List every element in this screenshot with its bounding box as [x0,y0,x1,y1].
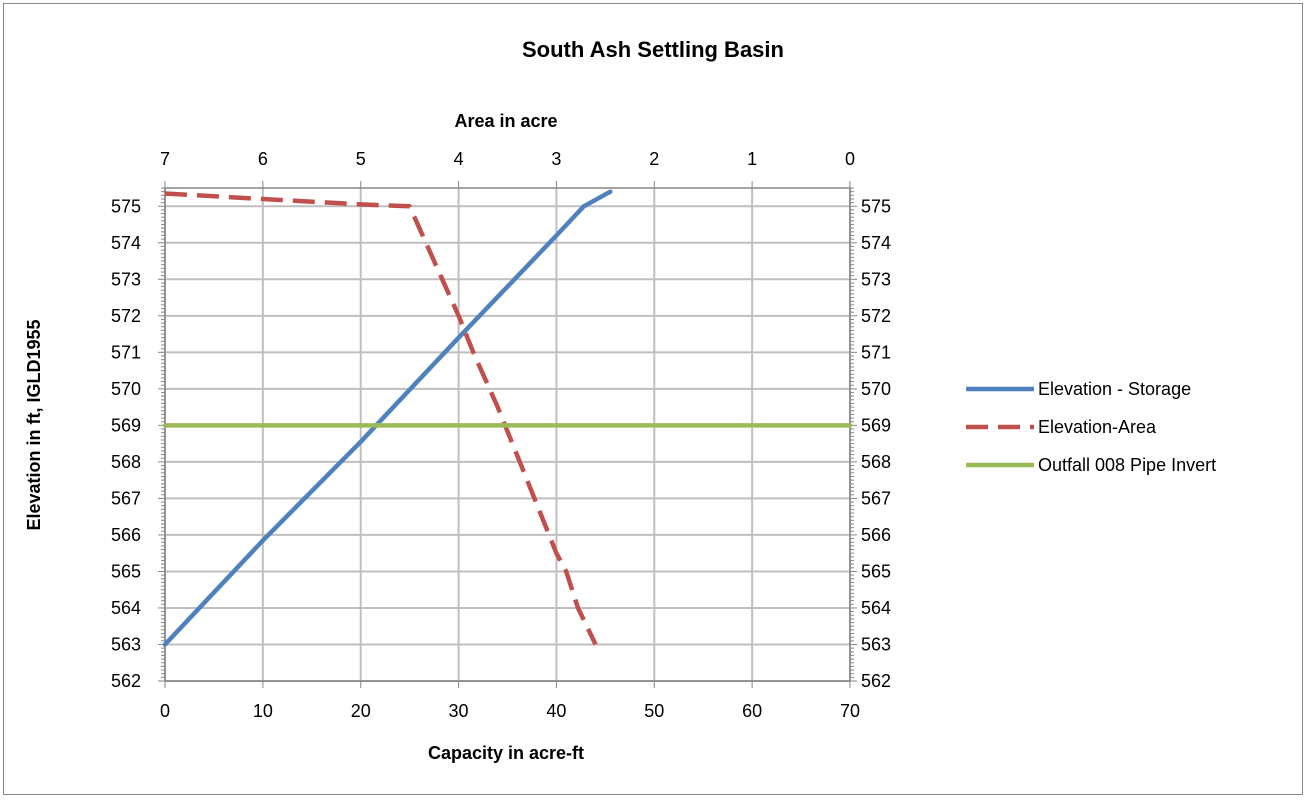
y-tick-label: 573 [111,269,141,289]
x-tick-label: 10 [253,701,273,721]
y-tick-label: 563 [111,634,141,654]
y2-tick-label: 571 [861,342,891,362]
legend-label-0: Elevation - Storage [1038,379,1191,399]
chart-frame [3,3,1303,795]
legend: Elevation - Storage Elevation-Area Outfall… [966,379,1216,475]
x-tick-label: 20 [351,701,371,721]
y2-tick-label: 564 [861,598,891,618]
y-tick-label: 565 [111,561,141,581]
x2-tick-label: 1 [747,149,757,169]
series-line-1 [164,191,598,646]
y2-tick-label: 568 [861,452,891,472]
x-tick-label: 70 [840,701,860,721]
series-line-0 [162,189,613,647]
y-tick-label: 564 [111,598,141,618]
x-tick-label: 60 [742,701,762,721]
y2-tick-label: 573 [861,269,891,289]
y2-tick-label: 574 [861,233,891,253]
series-layer [162,189,853,647]
chart-title: South Ash Settling Basin [522,37,784,62]
axes [158,181,857,688]
y-tick-label: 569 [111,415,141,435]
x-tick-label: 0 [160,701,170,721]
x-tick-label: 30 [449,701,469,721]
x2-tick-label: 7 [160,149,170,169]
x2-tick-label: 0 [845,149,855,169]
x2-tick-label: 6 [258,149,268,169]
y-tick-label: 568 [111,452,141,472]
y2-tick-label: 562 [861,671,891,691]
x-axis-title: Capacity in acre-ft [428,743,584,763]
y2-tick-label: 572 [861,306,891,326]
x-tick-label: 50 [644,701,664,721]
x-tick-label: 40 [546,701,566,721]
y2-tick-label: 566 [861,525,891,545]
y-tick-label: 566 [111,525,141,545]
x2-tick-label: 4 [454,149,464,169]
y2-tick-label: 575 [861,196,891,216]
legend-label-1: Elevation-Area [1038,417,1157,437]
y2-tick-label: 565 [861,561,891,581]
y-tick-label: 572 [111,306,141,326]
y-tick-label: 575 [111,196,141,216]
x2-tick-label: 5 [356,149,366,169]
y-tick-label: 562 [111,671,141,691]
y2-tick-label: 563 [861,634,891,654]
y2-tick-label: 569 [861,415,891,435]
x2-tick-label: 2 [649,149,659,169]
x2-axis-title: Area in acre [454,111,557,131]
y2-tick-label: 567 [861,488,891,508]
legend-label-2: Outfall 008 Pipe Invert [1038,455,1216,475]
y-axis-title: Elevation in ft, IGLD1955 [24,319,44,530]
y-tick-label: 574 [111,233,141,253]
y-tick-label: 567 [111,488,141,508]
y-tick-label: 571 [111,342,141,362]
y-tick-label: 570 [111,379,141,399]
y2-tick-label: 570 [861,379,891,399]
x2-tick-label: 3 [551,149,561,169]
